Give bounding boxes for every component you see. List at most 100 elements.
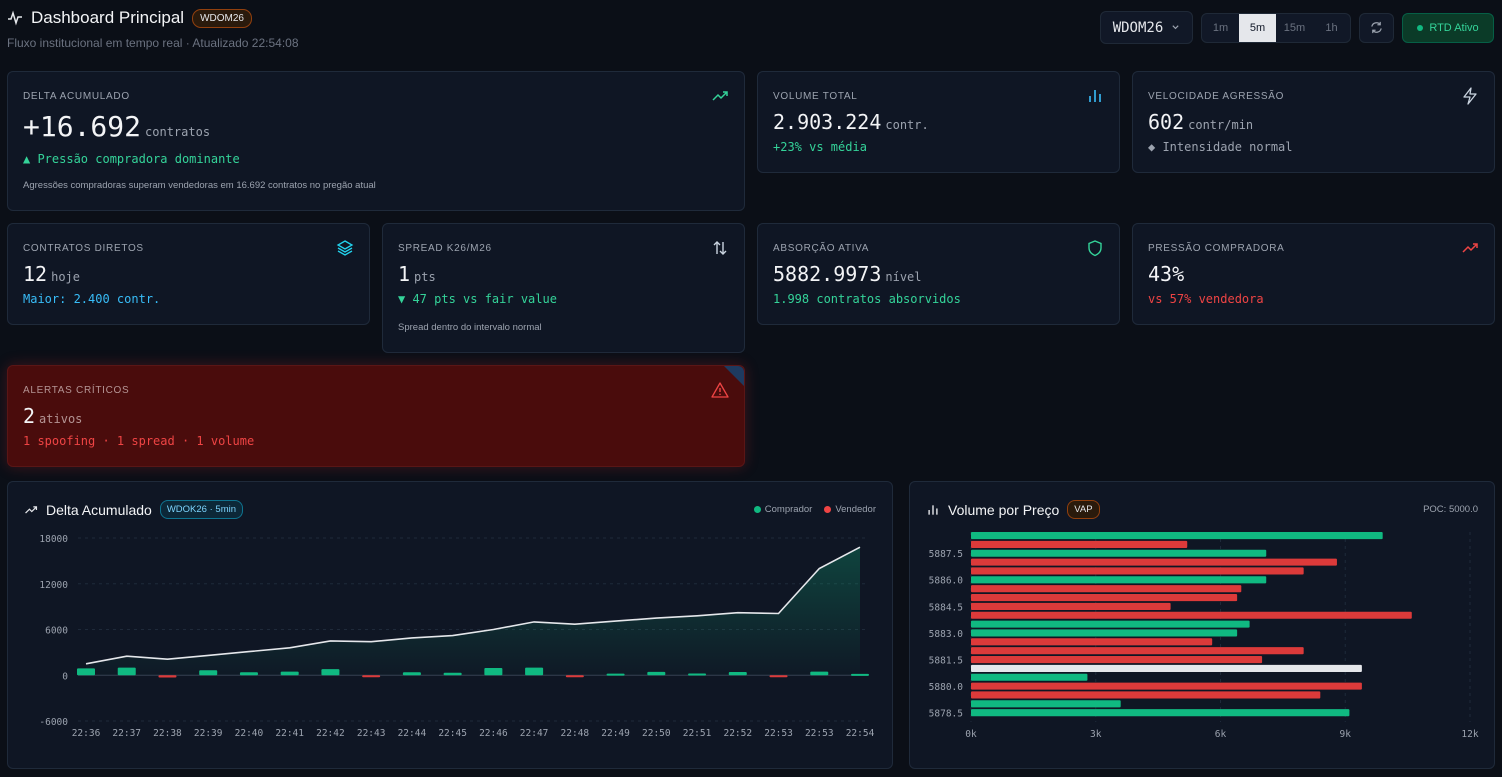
page-title: Dashboard Principal: [31, 8, 185, 27]
y-tick-label: 6000: [45, 626, 68, 637]
bar-comprador: [971, 532, 1383, 540]
card-value: 2 ativos: [23, 404, 82, 428]
x-tick-label: 22:42: [316, 728, 345, 739]
bar-vendedor: [971, 638, 1213, 646]
bar-comprador: [971, 700, 1121, 708]
card-label: VELOCIDADE AGRESSÃO: [1148, 91, 1285, 102]
card-label: SPREAD K26/M26: [398, 243, 492, 254]
vap-chart-title: Volume por Preço: [948, 501, 1060, 518]
trending-up-icon: [1462, 243, 1478, 253]
card-value: 12 hoje: [23, 262, 80, 286]
x-tick-label: 22:48: [561, 728, 590, 739]
bar-vendedor: [971, 540, 1188, 548]
x-tick-label: 3k: [1090, 729, 1102, 740]
spread-value: 1: [398, 262, 411, 286]
bar-comprador: [810, 671, 829, 676]
x-tick-label: 22:54: [846, 728, 875, 739]
bar-comprador: [971, 629, 1238, 637]
chart-legend: Comprador Vendedor: [753, 504, 876, 515]
card-pressao-compradora: PRESSÃO COMPRADORA 43% vs 57% vendedora: [1132, 223, 1495, 325]
legend-vendedor: Vendedor: [824, 504, 876, 515]
y-tick-label: -6000: [39, 717, 68, 728]
y-tick-label: 5878.5: [929, 709, 963, 720]
bar-poc: [971, 664, 1362, 672]
ticker-badge: WDOM26: [192, 8, 252, 28]
delta-chart-svg: 18000 12000 6000 0 -6000 22:36 22:37 22:38 22:39…: [39, 534, 875, 739]
bar-comprador: [525, 667, 544, 676]
card-value: 2.903.224 contr.: [773, 110, 929, 134]
card-label: ALERTAS CRÍTICOS: [23, 385, 130, 396]
bar-vendedor: [565, 675, 584, 678]
timeframe-1h[interactable]: 1h: [1325, 21, 1338, 34]
bar-vendedor: [971, 567, 1304, 575]
layers-icon: [336, 240, 354, 256]
rtd-status-label: RTD Ativo: [1429, 21, 1479, 34]
bar-comprador: [280, 671, 299, 676]
delta-chart-title: Delta Acumulado: [46, 501, 152, 518]
vap-chart-svg: 0k 3k 6k 9k 12k 5887.5 5886.0 5884.5 5883.0 5881.…: [929, 532, 1479, 740]
card-absorcao-ativa: ABSORÇÃO ATIVA 5882.9973 nível 1.998 cont…: [757, 223, 1120, 325]
x-tick-label: 22:47: [520, 728, 549, 739]
rtd-status-button[interactable]: RTD Ativo: [1402, 12, 1494, 43]
bar-vendedor: [971, 585, 1242, 593]
y-tick-label: 5880.0: [929, 682, 964, 693]
x-tick-label: 22:53: [764, 728, 793, 739]
bar-comprador: [971, 673, 1088, 681]
bar-vendedor: [971, 594, 1238, 602]
delta-line: [85, 546, 861, 665]
trending-up-icon: [712, 91, 728, 101]
x-tick-label: 22:37: [112, 728, 141, 739]
diretos-unit: hoje: [51, 270, 80, 284]
card-velocidade-agressao: VELOCIDADE AGRESSÃO 602 contr/min ◆ Inten…: [1132, 71, 1495, 173]
card-sub: +23% vs média: [773, 140, 867, 154]
card-sub: 1 spoofing · 1 spread · 1 volume: [23, 434, 255, 448]
card-contratos-diretos: CONTRATOS DIRETOS 12 hoje Maior: 2.400 co…: [7, 223, 370, 325]
x-tick-label: 9k: [1340, 729, 1352, 740]
bar-comprador: [117, 667, 136, 676]
bar-vendedor: [971, 558, 1337, 566]
status-dot-icon: [1417, 24, 1424, 31]
timeframe-1m[interactable]: 1m: [1212, 21, 1229, 34]
card-sub: vs 57% vendedora: [1148, 292, 1264, 306]
bar-comprador: [971, 709, 1350, 717]
poc-label: POC: 5000.0: [1423, 504, 1478, 515]
velocidade-value: 602: [1148, 110, 1185, 134]
bar-vendedor: [158, 675, 177, 678]
symbol-select[interactable]: WDOM26: [1100, 11, 1193, 44]
legend-comprador: Comprador: [753, 504, 812, 515]
x-tick-label: 22:46: [479, 728, 508, 739]
refresh-button[interactable]: [1359, 12, 1394, 43]
bar-chart-icon: [1089, 90, 1101, 102]
bar-comprador: [321, 669, 340, 676]
bar-comprador: [728, 672, 747, 676]
x-tick-label: 22:41: [275, 728, 304, 739]
card-label: CONTRATOS DIRETOS: [23, 243, 144, 254]
y-tick-label: 5884.5: [929, 602, 963, 613]
bar-comprador: [239, 672, 258, 676]
card-sub: ▲ Pressão compradora dominante: [23, 152, 240, 166]
delta-value: +16.692: [23, 110, 142, 143]
corner-decoration: [724, 366, 744, 386]
card-sub: ▼ 47 pts vs fair value: [398, 292, 557, 306]
absorcao-value: 5882.9973: [773, 262, 882, 286]
x-tick-label: 0k: [965, 729, 977, 740]
chevron-down-icon: [1172, 25, 1179, 30]
x-tick-label: 22:36: [72, 728, 101, 739]
delta-chart-badge: WDOK26 · 5min: [159, 500, 243, 519]
x-tick-label: 22:38: [153, 728, 182, 739]
card-sub: ◆ Intensidade normal: [1148, 140, 1293, 154]
card-spread: SPREAD K26/M26 1 pts ▼ 47 pts vs fair val…: [382, 223, 745, 353]
x-tick-label: 22:43: [357, 728, 386, 739]
bar-vendedor: [362, 675, 381, 678]
bar-comprador: [402, 672, 421, 676]
shield-icon: [1088, 240, 1102, 257]
timeframe-15m[interactable]: 15m: [1283, 21, 1306, 34]
card-alertas-criticos[interactable]: ALERTAS CRÍTICOS 2 ativos 1 spoofing · 1 …: [7, 365, 745, 467]
delta-area: [86, 547, 860, 676]
bar-vendedor: [971, 611, 1412, 619]
timeframe-5m[interactable]: 5m: [1239, 13, 1276, 42]
bar-comprador: [77, 668, 95, 676]
y-tick-label: 5883.0: [929, 629, 964, 640]
bar-comprador: [851, 673, 869, 676]
y-tick-label: 18000: [39, 534, 68, 545]
